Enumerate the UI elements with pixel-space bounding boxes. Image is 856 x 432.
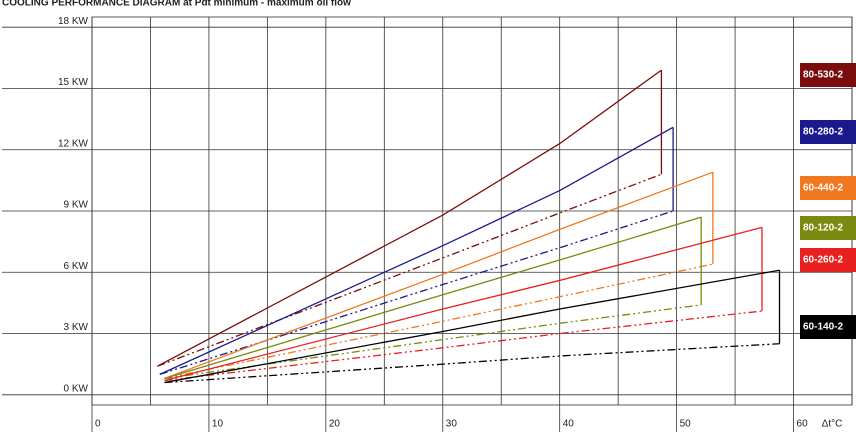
legend-swatch: [800, 120, 856, 144]
max-line: [157, 69, 662, 367]
legend-label: 60-260-2: [803, 255, 843, 266]
legend-swatch: [800, 315, 856, 339]
x-tick-label: 60: [797, 419, 809, 430]
x-tick-label: 0: [95, 419, 101, 430]
legend-label: 80-530-2: [803, 70, 843, 81]
y-tick-label: 6 KW: [64, 261, 89, 272]
legend-swatch: [800, 216, 856, 240]
x-tick-label: 30: [446, 419, 458, 430]
min-line: [159, 210, 674, 375]
max-line: [159, 126, 674, 375]
x-axis-label: Δt°C: [822, 419, 843, 430]
y-tick-label: 0 KW: [64, 383, 89, 394]
max-line: [164, 171, 714, 380]
x-tick-label: 50: [680, 419, 692, 430]
min-line: [164, 343, 780, 384]
x-tick-label: 20: [329, 419, 341, 430]
min-line: [164, 263, 713, 380]
max-line: [164, 216, 702, 380]
y-tick-label: 9 KW: [64, 200, 89, 211]
x-tick-label: 10: [212, 419, 224, 430]
min-line: [164, 304, 702, 380]
y-tick-label: 18 KW: [58, 16, 89, 27]
chart-title: COOLING PERFORMANCE DIAGRAM at Pdt minim…: [2, 0, 351, 9]
max-line: [164, 269, 780, 384]
y-tick-label: 15 KW: [58, 77, 89, 88]
legend-swatch: [800, 63, 856, 87]
max-line: [164, 226, 763, 382]
y-tick-label: 3 KW: [64, 322, 89, 333]
legend-label: 60-140-2: [803, 322, 843, 333]
y-tick-label: 12 KW: [58, 138, 89, 149]
x-tick-label: 40: [563, 419, 575, 430]
legend-label: 80-280-2: [803, 127, 843, 138]
legend-label: 80-120-2: [803, 223, 843, 234]
legend-label: 60-440-2: [803, 183, 843, 194]
legend-swatch: [800, 248, 856, 272]
min-line: [164, 310, 763, 382]
legend-swatch: [800, 176, 856, 200]
min-line: [157, 173, 662, 367]
